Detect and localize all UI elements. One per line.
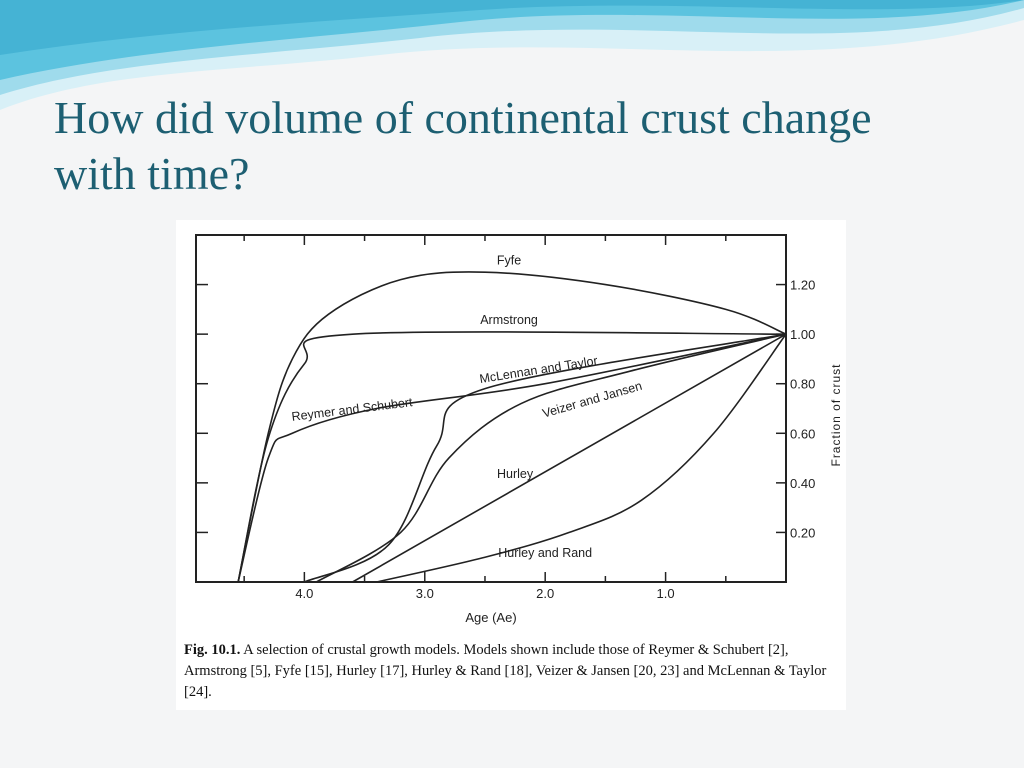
- caption-text: A selection of crustal growth models. Mo…: [184, 642, 827, 700]
- series-line-armstrong: [237, 331, 787, 583]
- figure-panel: 4.0 3.0 2.0 1.0 0.20 0.40 0.60 0.80 1.00 1.20 Fyf…: [176, 220, 846, 710]
- y-tick-label: 1.20: [790, 278, 815, 293]
- series-line-hurley: [352, 333, 787, 583]
- series-line-mclennan-and-taylor: [304, 333, 787, 583]
- x-tick-label: 3.0: [416, 586, 434, 601]
- x-axis-label: Age (Ae): [465, 610, 516, 625]
- curve-label: Reymer and Schubert: [291, 395, 414, 424]
- curve-label: Hurley: [497, 467, 534, 481]
- background-waves: [0, 0, 1024, 110]
- series-line-hurley-and-rand: [376, 333, 787, 583]
- slide-title: How did volume of continental crust chan…: [54, 90, 994, 202]
- x-tick-label: 1.0: [657, 586, 675, 601]
- curve-label: Armstrong: [480, 313, 538, 327]
- curve-label: Hurley and Rand: [498, 546, 592, 560]
- wave-top: [0, 0, 1024, 55]
- y-axis-label: Fraction of crust: [829, 363, 843, 466]
- x-tick-label: 4.0: [295, 586, 313, 601]
- series-line-veizer-and-jansen: [316, 333, 787, 583]
- curve-label: Veizer and Jansen: [541, 379, 644, 421]
- series-line-fyfe: [237, 271, 787, 583]
- x-tick-label: 2.0: [536, 586, 554, 601]
- plot-frame: [195, 234, 787, 583]
- y-tick-label: 0.60: [790, 426, 815, 441]
- caption-label: Fig. 10.1.: [184, 642, 241, 658]
- curve-label: McLennan and Taylor: [479, 354, 599, 386]
- figure-caption: Fig. 10.1. A selection of crustal growth…: [184, 640, 839, 703]
- y-tick-label: 0.40: [790, 476, 815, 491]
- curve-label: Fyfe: [497, 254, 521, 268]
- slide-title-line2: with time?: [54, 148, 250, 199]
- y-tick-label: 0.80: [790, 377, 815, 392]
- crustal-growth-chart: 4.0 3.0 2.0 1.0 0.20 0.40 0.60 0.80 1.00 1.20 Fyf…: [195, 234, 843, 625]
- y-tick-label: 1.00: [790, 327, 815, 342]
- series-line-reymer-and-schubert: [237, 333, 787, 583]
- y-tick-label: 0.20: [790, 525, 815, 540]
- slide-title-line1: How did volume of continental crust chan…: [54, 92, 872, 143]
